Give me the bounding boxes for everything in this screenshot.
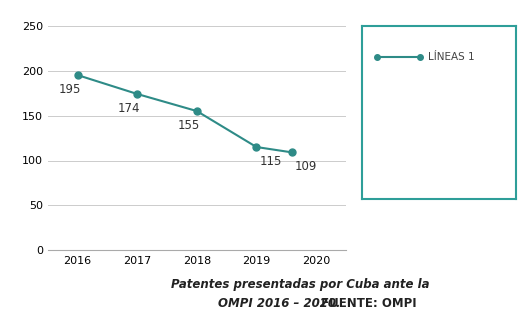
Text: 109: 109 xyxy=(295,160,317,173)
Text: 195: 195 xyxy=(58,83,81,96)
Text: Patentes presentadas por Cuba ante la: Patentes presentadas por Cuba ante la xyxy=(171,278,430,291)
Text: FUENTE: OMPI: FUENTE: OMPI xyxy=(317,297,417,310)
Text: LÍNEAS 1: LÍNEAS 1 xyxy=(428,52,475,62)
Text: 115: 115 xyxy=(259,155,281,168)
Text: OMPI 2016 – 2020.: OMPI 2016 – 2020. xyxy=(218,297,340,310)
Text: 155: 155 xyxy=(177,119,200,132)
Text: 174: 174 xyxy=(118,102,140,115)
